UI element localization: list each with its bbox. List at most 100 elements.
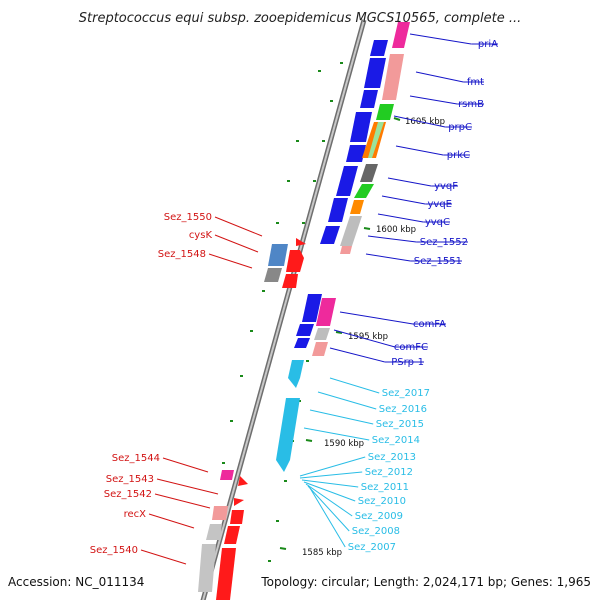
gene-track-left-lower [198,470,248,600]
leader-line [214,216,263,237]
tick-dot [302,222,305,224]
backbone [200,19,367,600]
gene-label[interactable]: Sez_1552 [420,237,468,248]
gene-label[interactable]: cysK [189,230,213,241]
gene-label[interactable]: Sez_1551 [414,256,462,267]
kbp-label: 1585 kbp [302,548,342,558]
tick-dot [296,140,299,142]
gene-block-blue [364,58,386,88]
gene-block-magenta [220,470,234,480]
leader-line [317,391,377,410]
gene-label[interactable]: Sez_2017 [382,388,430,399]
gene-label[interactable]: prpC [448,122,472,133]
gene-label[interactable]: Sez_2011 [361,482,409,493]
leader-line [208,253,253,269]
gene-block-multi [368,122,384,158]
gene-track-cyan [276,360,304,472]
leader-line [299,456,366,477]
leader-line [339,311,414,325]
gene-label[interactable]: Sez_2010 [358,496,406,507]
gene-block-gray [264,268,282,282]
tick-dot [262,290,265,292]
gene-label[interactable]: PSrp-1 [391,357,424,368]
gene-block-pink [312,342,328,356]
kbp-label: 1590 kbp [324,439,364,449]
leader-line [303,481,356,502]
tick-dot [313,180,316,182]
tick-dot [276,520,279,522]
gene-arrow-blue [328,198,348,222]
kbp-label: 1600 kbp [376,225,416,235]
gene-label[interactable]: Sez_2015 [376,419,424,430]
gene-block-magenta [316,298,336,326]
tick-dot [268,560,271,562]
leader-line [377,213,424,223]
gene-arrow-cyan [276,398,300,472]
topology-text: Topology: circular; Length: 2,024,171 bp… [260,575,591,589]
gene-label[interactable]: Sez_2016 [379,404,427,415]
leader-line [162,457,209,473]
leader-line [329,347,385,363]
leader-line [154,493,211,509]
gene-track-upper [320,22,410,254]
leader-line [301,479,359,488]
gene-arrow-red [230,510,244,524]
gene-label[interactable]: Sez_1544 [112,453,160,464]
gene-label[interactable]: Sez_2008 [352,526,400,537]
tick-dot [276,222,279,224]
leader-line [333,329,396,348]
gene-block-green [354,184,374,198]
leader-line [303,427,370,441]
gene-label[interactable]: yvqF [434,181,458,192]
gene-arrow-red [234,498,244,506]
gene-label[interactable]: yvqC [425,217,450,228]
gene-block-pink [382,54,404,100]
gene-label[interactable]: Sez_1540 [90,545,138,556]
gene-label[interactable]: comFC [394,342,428,353]
leader-line [395,145,444,156]
gene-arrow-blue [302,294,322,322]
gene-label[interactable]: prkC [447,150,470,161]
gene-label[interactable]: Sez_2013 [368,452,416,463]
gene-arrow-red [238,476,248,486]
kbp-label: 1605 kbp [405,117,445,127]
gene-arrow-red [216,548,236,600]
gene-label[interactable]: Sez_2014 [372,435,420,446]
leader-line [393,115,446,128]
gene-arrow-blue [346,145,366,162]
gene-block-steelblue [268,244,288,266]
gene-block-lightgray [314,328,330,340]
kbp-label: 1595 kbp [348,332,388,342]
leader-line [148,513,195,529]
gene-label[interactable]: priA [478,39,498,50]
leader-line [309,409,374,425]
leader-line [299,471,363,479]
gene-label[interactable]: recX [124,509,147,520]
gene-label[interactable]: yvqE [427,199,452,210]
tick-dot [250,330,253,332]
gene-label[interactable]: Sez_2009 [355,511,403,522]
gene-block-pink [212,506,228,520]
gene-label[interactable]: fmt [467,77,484,88]
gene-block-lightgray [198,544,216,592]
tick-dot [240,375,243,377]
gene-label[interactable]: Sez_1543 [106,474,154,485]
leader-line [140,549,187,565]
gene-label[interactable]: rsmB [458,99,484,110]
leader-line [305,483,353,517]
gene-label[interactable]: Sez_1548 [158,249,206,260]
gene-arrow-red [296,238,306,246]
gene-label[interactable]: Sez_1542 [104,489,152,500]
accession-text: Accession: NC_011134 [8,575,144,589]
gene-label[interactable]: Sez_2012 [365,467,413,478]
gene-label[interactable]: Sez_2007 [348,542,396,553]
gene-label[interactable]: comFA [413,319,446,330]
gene-label[interactable]: Sez_1550 [164,212,212,223]
leader-line [309,487,346,548]
gene-block-magenta [392,22,410,48]
tick-dot [222,462,225,464]
leader-line [409,33,472,45]
gene-arrow-cyan [288,360,304,388]
tick-dot [306,360,309,362]
